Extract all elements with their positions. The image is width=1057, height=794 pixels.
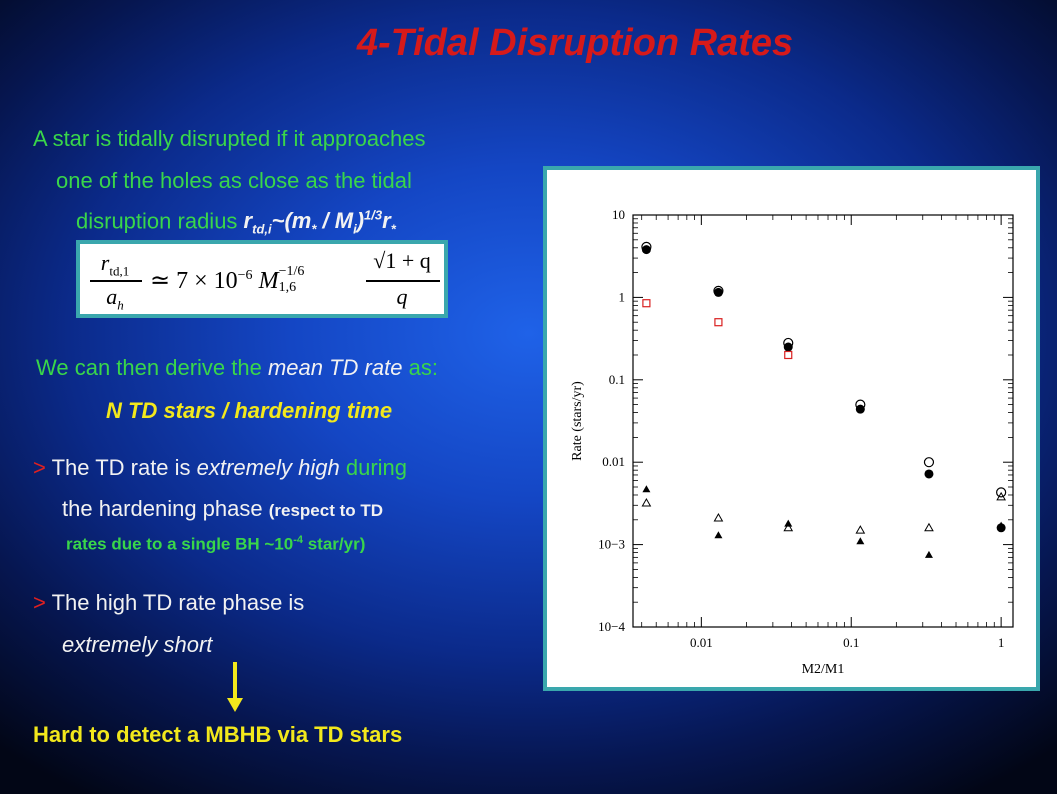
point1-line-3: rates due to a single BH ~10-4 star/yr) xyxy=(66,534,365,555)
derive-line: We can then derive the mean TD rate as: xyxy=(36,355,438,381)
tidal-radius-exp: 1/3 xyxy=(364,208,383,223)
td-rate-chart: 10 1 0.1 0.01 10−3 10−4 0.01 0.1 1 M2/M1 Rate (s… xyxy=(570,207,1014,677)
data-point-open-square xyxy=(784,350,793,360)
intro-line-3: disruption radius rtd,i~(m* / Mi)1/3r* xyxy=(76,208,396,237)
formula-lhs-numerator: rtd,1 xyxy=(100,250,130,279)
data-point-filled-triangle xyxy=(642,485,651,493)
data-point-open-square xyxy=(642,299,651,308)
point1-exp: -4 xyxy=(293,534,303,546)
intro-line-2: one of the holes as close as the tidal xyxy=(56,168,412,193)
x-tick-label: 0.1 xyxy=(843,635,859,650)
point1-text-f: rates due to a single BH ~10 xyxy=(66,534,294,554)
data-point-open-triangle xyxy=(783,522,794,532)
td-rate-chart-frame: 10 1 0.1 0.01 10−3 10−4 0.01 0.1 1 M2/M1 Rate (s… xyxy=(543,166,1040,691)
point1-line-1: > The TD rate is extremely high during xyxy=(33,455,407,481)
derive-emphasis: N TD stars / hardening time xyxy=(106,398,393,423)
tidal-radius-sub: td,i xyxy=(252,221,272,237)
data-point-open-triangle xyxy=(996,491,1006,501)
data-point-open-triangle xyxy=(713,513,724,522)
data-point-filled-triangle xyxy=(714,531,723,539)
derive-text-c: as: xyxy=(402,355,438,380)
y-tick-label: 10−3 xyxy=(598,537,625,552)
data-point-filled-circle xyxy=(924,469,934,479)
data-point-open-square xyxy=(714,318,723,327)
data-point-open-circle xyxy=(855,399,866,410)
star-radius-sub: * xyxy=(390,221,396,237)
y-axis-label: Rate (stars/yr) xyxy=(570,381,585,461)
data-point-open-triangle xyxy=(924,522,934,532)
data-point-open-circle xyxy=(923,457,935,468)
bh-mass-sub: i xyxy=(353,221,357,237)
x-tick-label: 0.01 xyxy=(690,635,713,650)
y-tick-label: 0.1 xyxy=(609,372,625,387)
tidal-radius-expr: ~(m xyxy=(271,208,312,234)
point1-text-d: the hardening phase xyxy=(62,496,269,521)
y-tick-label: 0.01 xyxy=(602,454,625,469)
data-point-open-triangle xyxy=(641,497,652,507)
tidal-radius-close: ) xyxy=(356,208,365,234)
y-tick-label: 10 xyxy=(612,207,625,222)
data-point-open-circle xyxy=(996,487,1007,498)
y-tick-label: 10−4 xyxy=(598,619,625,634)
down-arrow-shaft xyxy=(233,662,237,700)
point1-text-b: extremely high xyxy=(196,455,340,480)
tidal-radius-mid: / M xyxy=(316,208,354,234)
point1-text-g: star/yr) xyxy=(303,534,366,554)
point2-marker: > xyxy=(33,590,46,615)
star-radius-symbol: r xyxy=(382,208,391,234)
formula-rhs-bar xyxy=(366,280,440,282)
data-point-open-circle xyxy=(783,337,794,349)
data-point-filled-triangle xyxy=(924,550,933,558)
point1-line-2: the hardening phase (respect to TD xyxy=(62,496,383,522)
point2-line-2: extremely short xyxy=(62,632,213,657)
down-arrow-icon xyxy=(227,698,243,712)
formula-rhs-numerator: √1 + q xyxy=(373,248,431,273)
star-mass-sub: * xyxy=(311,221,317,237)
formula-rhs-denominator: q xyxy=(396,284,408,309)
x-tick-label: 1 xyxy=(998,635,1005,650)
point1-text-e: (respect to TD xyxy=(268,501,384,520)
slide-title: 4-Tidal Disruption Rates xyxy=(356,22,794,64)
x-axis-label: M2/M1 xyxy=(802,662,845,677)
data-point-filled-triangle xyxy=(997,521,1006,529)
data-point-open-circle xyxy=(713,285,724,296)
tidal-radius-symbol: r xyxy=(243,208,253,234)
formula-middle: ≃ 7 × 10−6 M −1/6 1,6 xyxy=(150,264,305,295)
formula-lhs-denominator: ah xyxy=(106,284,124,313)
point2-line-1: > The high TD rate phase is xyxy=(33,590,304,616)
derive-text-b: mean TD rate xyxy=(267,355,403,380)
formula-lhs-bar xyxy=(90,280,142,282)
point1-marker: > xyxy=(33,455,46,480)
point1-text-a: The TD rate is xyxy=(45,455,197,480)
point1-text-c: during xyxy=(339,455,408,480)
data-point-filled-triangle xyxy=(856,537,865,545)
data-point-open-triangle xyxy=(855,525,866,534)
data-point-filled-circle xyxy=(641,245,651,255)
plot-frame xyxy=(632,214,1014,628)
conclusion: Hard to detect a MBHB via TD stars xyxy=(33,722,403,747)
data-point-open-circle xyxy=(641,241,652,253)
tidal-radius-formula: rtd,1 ah ≃ 7 × 10−6 M −1/6 1,6 √1 + q q xyxy=(76,240,448,318)
y-tick-label: 1 xyxy=(619,289,626,304)
point2-text-a: The high TD rate phase is xyxy=(45,590,305,615)
intro-line-3-text: disruption radius xyxy=(76,208,244,234)
intro-line-1: A star is tidally disrupted if it approa… xyxy=(33,126,426,151)
derive-text-a: We can then derive the xyxy=(36,355,268,380)
